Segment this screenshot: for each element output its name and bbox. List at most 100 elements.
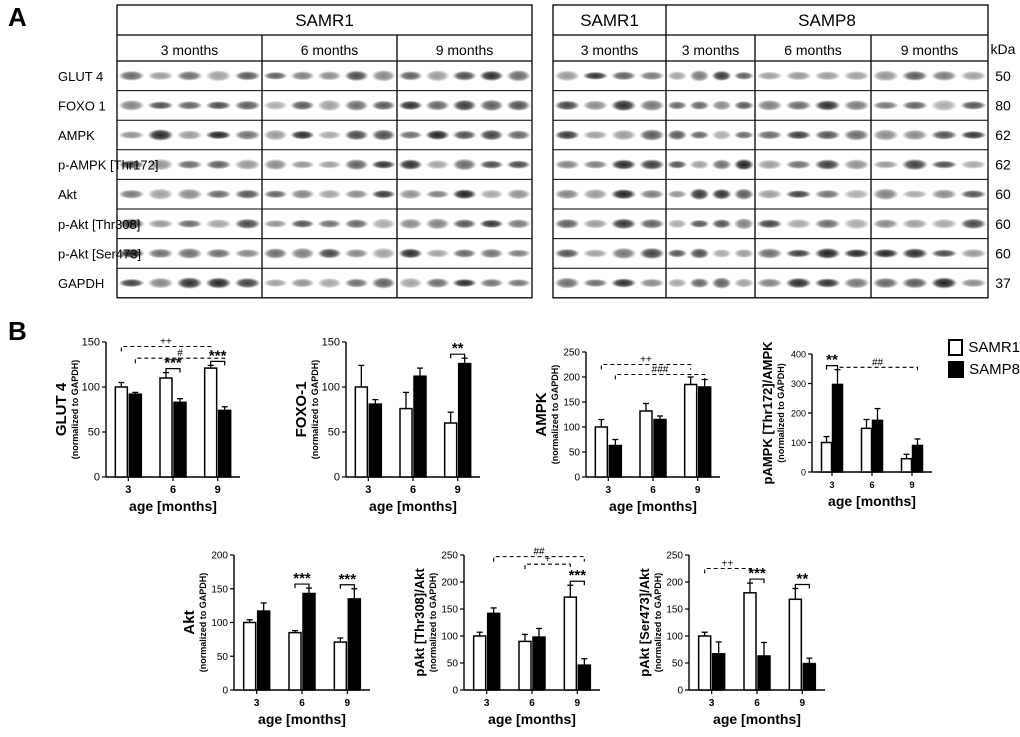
blot-band xyxy=(610,188,637,200)
y-tick-label: 250 xyxy=(441,551,458,562)
legend-label-samr1: SAMR1 xyxy=(968,338,1020,356)
x-axis-label: age [months] xyxy=(129,498,217,514)
blot-band xyxy=(667,101,688,110)
blot-band xyxy=(205,130,232,140)
x-axis-label: age [months] xyxy=(369,498,457,514)
blot-band xyxy=(843,70,870,81)
blot-band xyxy=(479,160,504,169)
significance-label: *** xyxy=(569,567,587,584)
blot-band xyxy=(452,158,477,171)
blot-band xyxy=(843,277,870,289)
legend: SAMR1 SAMP8 xyxy=(948,336,1020,380)
blot-timepoint-right: 9 months xyxy=(901,42,959,58)
blot-band xyxy=(290,219,315,228)
significance-label: *** xyxy=(293,570,311,587)
bar-samp8 xyxy=(217,409,232,478)
y-tick-label: 250 xyxy=(666,551,683,562)
blot-band xyxy=(263,71,288,80)
kda-value: 62 xyxy=(995,127,1011,143)
blot-band xyxy=(263,219,288,228)
blot-band xyxy=(930,249,958,258)
y-tick-label: 150 xyxy=(563,398,580,409)
blot-band xyxy=(960,278,987,288)
kda-value: 62 xyxy=(995,157,1011,173)
blot-band xyxy=(176,70,203,81)
blot-band xyxy=(425,217,450,230)
blot-timepoint-left: 6 months xyxy=(301,42,359,58)
blot-right-frame xyxy=(552,4,989,299)
blot-band xyxy=(234,159,261,171)
bar-samr1 xyxy=(114,386,129,478)
bar-samp8 xyxy=(347,598,362,691)
comparison-label: ### xyxy=(652,365,669,376)
bar-samr1 xyxy=(203,367,218,478)
significance-bracket xyxy=(294,583,310,589)
blot-band xyxy=(425,159,450,170)
blot-band xyxy=(176,100,203,110)
blot-band xyxy=(205,218,232,229)
blot-band xyxy=(317,160,342,169)
x-tick-label: 6 xyxy=(170,484,176,496)
chart-glut4: 0 50 100 150 3 6 9 age [months] GLUT 4 (normalize… xyxy=(53,337,240,514)
bar-samp8 xyxy=(302,592,316,691)
blot-band xyxy=(317,130,342,140)
blot-band xyxy=(689,188,710,201)
blot-timepoint-right: 6 months xyxy=(784,42,842,58)
bar-samr1 xyxy=(697,635,712,691)
bar-samp8 xyxy=(608,444,623,478)
blot-band xyxy=(176,219,203,228)
y-axis-sublabel: (normalized to GAPDH) xyxy=(776,363,786,463)
blot-band xyxy=(452,99,477,112)
blot-band xyxy=(756,99,783,112)
y-axis-label: AMPK xyxy=(533,392,550,436)
x-tick-label: 9 xyxy=(215,484,221,496)
blot-band xyxy=(371,247,396,260)
blot-band xyxy=(176,160,203,170)
x-tick-label: 9 xyxy=(695,485,701,496)
bar-samp8 xyxy=(697,386,712,478)
x-tick-label: 6 xyxy=(754,698,760,709)
blot-band xyxy=(371,100,396,111)
blot-band xyxy=(756,189,783,200)
blot-band xyxy=(234,129,261,141)
chart-pakt308: 0 50 100 150 200 250 3 6 9 age [months] pAkt [Thr3… xyxy=(412,547,600,727)
blot-band xyxy=(452,219,477,229)
blot-band xyxy=(554,130,580,140)
blot-band xyxy=(205,159,232,170)
blot-band xyxy=(317,219,342,229)
comparison-line xyxy=(524,563,571,570)
blot-band xyxy=(610,129,637,141)
significance-label: *** xyxy=(748,565,766,582)
blot-band xyxy=(398,218,423,230)
legend-swatch-samr1 xyxy=(948,338,964,356)
y-tick-label: 50 xyxy=(328,427,340,439)
blot-band xyxy=(711,130,732,140)
comparison-line xyxy=(836,366,919,373)
significance-bracket xyxy=(569,580,585,586)
y-tick-label: 150 xyxy=(82,337,100,349)
y-tick-label: 50 xyxy=(672,659,684,670)
y-tick-label: 50 xyxy=(217,652,229,663)
protein-labels: kDa GLUT 4 50 FOXO 1 80 AMPK 62 p-AMPK [Thr172]… xyxy=(58,41,1016,291)
y-tick-label: 0 xyxy=(94,472,100,484)
y-tick-label: 50 xyxy=(569,448,581,459)
bar-samr1 xyxy=(159,377,173,478)
blot-band xyxy=(263,278,288,288)
blot-band xyxy=(872,70,899,82)
bar-samr1 xyxy=(639,410,653,478)
blot-timepoint-right: 3 months xyxy=(682,42,740,58)
blot-band xyxy=(118,160,145,170)
blot-band xyxy=(147,101,174,110)
chart-pakt473: 0 50 100 150 200 250 3 6 9 age [months] pAkt [Ser4… xyxy=(637,551,825,727)
blot-band xyxy=(814,218,841,229)
blot-band xyxy=(756,219,783,229)
blot-band xyxy=(756,130,783,140)
blot-band xyxy=(479,70,504,82)
blot-band xyxy=(843,218,870,230)
blot-band xyxy=(785,218,812,229)
blot-band xyxy=(930,218,958,229)
kda-value: 37 xyxy=(995,275,1011,291)
blot-band xyxy=(689,277,710,289)
y-tick-label: 0 xyxy=(574,473,580,484)
legend-label-samp8: SAMP8 xyxy=(969,360,1020,378)
